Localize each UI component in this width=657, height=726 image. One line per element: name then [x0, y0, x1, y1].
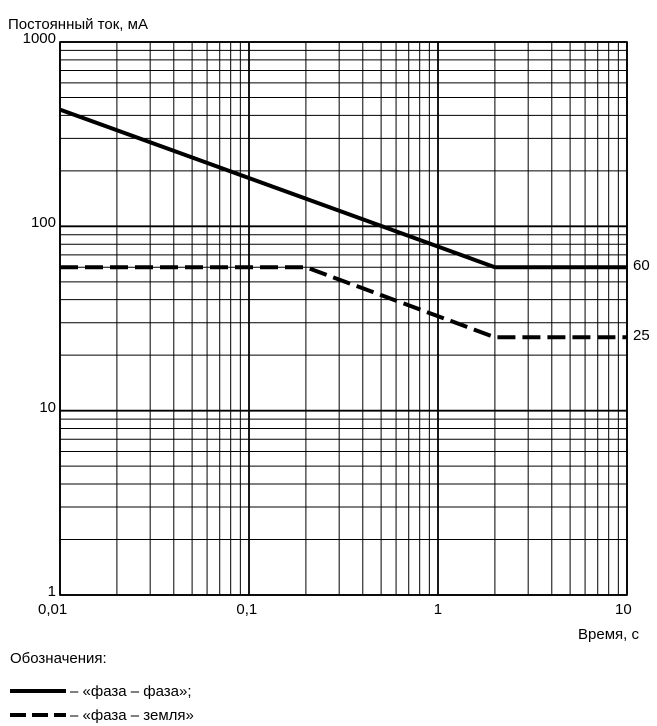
legend-item-solid: – «фаза – фаза»; [10, 681, 192, 701]
y-tick-label: 1 [47, 583, 56, 600]
plot-frame [59, 41, 628, 596]
plot-background [60, 42, 627, 595]
series-layer [59, 107, 627, 340]
y-axis-title: Постоянный ток, мА [8, 16, 148, 33]
grid-minor-y [60, 49, 627, 541]
chart-plot [59, 41, 628, 596]
x-tick-label: 1 [433, 601, 443, 618]
legend-line-dashed [10, 713, 66, 717]
x-tick-label: 10 [615, 601, 632, 618]
y-tick-label: 1000 [22, 30, 56, 47]
legend-label-solid: – «фаза – фаза»; [70, 682, 192, 700]
legend-item-dashed: – «фаза – земля» [10, 705, 194, 725]
series-line-phase-ground [60, 265, 627, 340]
x-axis-title: Время, с [578, 626, 639, 643]
legend-label-dashed: – «фаза – земля» [70, 706, 194, 724]
x-tick-label: 0,01 [38, 601, 68, 618]
legend-line-solid [10, 689, 66, 693]
series-end-label: 25 [633, 327, 650, 345]
grid-minor-x [116, 42, 619, 595]
series-line-phase-phase [59, 107, 627, 270]
y-tick-label: 100 [30, 214, 56, 232]
y-tick-label: 10 [39, 398, 56, 416]
series-end-label: 60 [633, 257, 650, 275]
legend-heading: Обозначения: [10, 650, 107, 667]
x-tick-label: 0,1 [236, 601, 258, 618]
